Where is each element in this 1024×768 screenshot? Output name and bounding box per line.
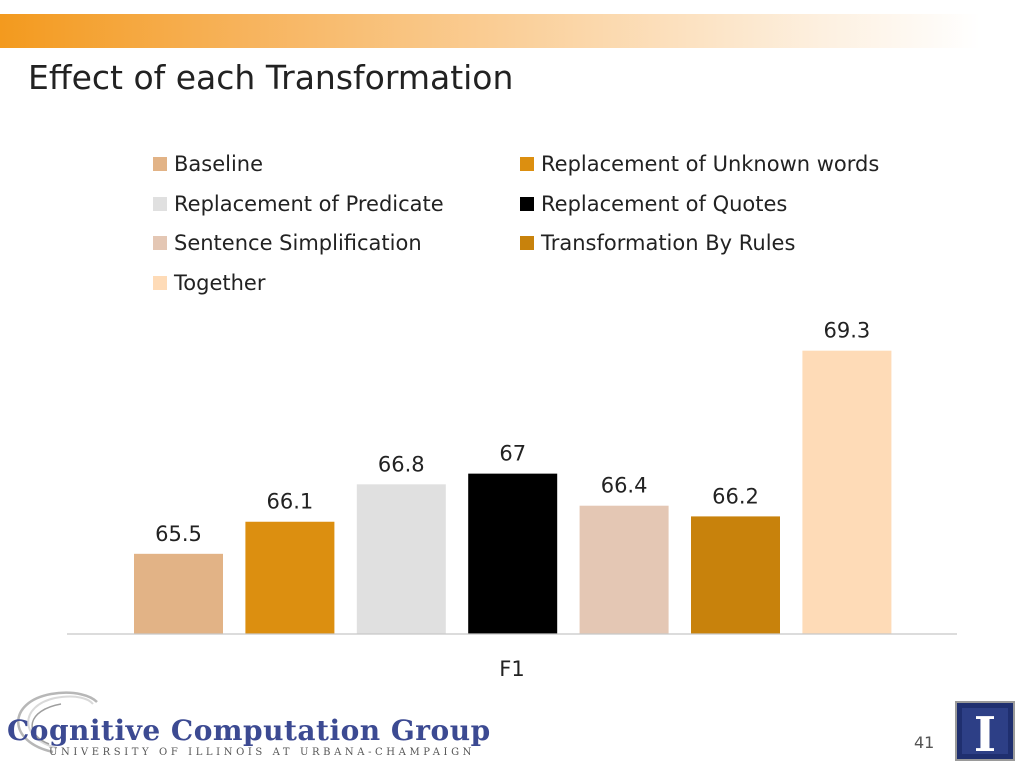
legend-swatch (153, 276, 167, 290)
bar-value-label-3: 66.8 (378, 452, 425, 476)
bar-value-label-2: 66.1 (267, 490, 314, 514)
legend-swatch (520, 197, 534, 211)
legend-label: Baseline (174, 152, 264, 176)
slide-title: Effect of each Transformation (28, 58, 514, 97)
bar-value-label-5: 66.4 (601, 474, 648, 498)
bar-value-label-7: 69.3 (824, 319, 871, 343)
legend-item-quotes: Replacement of Quotes (520, 192, 787, 216)
legend-item-simplification: Sentence Simplification (153, 231, 422, 255)
page-number: 41 (914, 733, 935, 752)
legend-swatch (520, 157, 534, 171)
bar-value-label-6: 66.2 (712, 484, 759, 508)
bar-value-label-1: 65.5 (155, 522, 202, 546)
block-i-letter: I (974, 707, 996, 763)
legend-swatch (153, 157, 167, 171)
legend-label: Replacement of Unknown words (541, 152, 880, 176)
bar-5 (579, 505, 669, 634)
legend-swatch (153, 197, 167, 211)
legend-swatch (153, 236, 167, 250)
legend-item-predicate: Replacement of Predicate (153, 192, 444, 216)
data-labels-layer: 65.5 66.1 66.8 67 66.4 66.2 69.3 (155, 319, 870, 546)
cognitive-computation-group-logo: Cognitive Computation Group UNIVERSITY O… (7, 691, 491, 758)
x-axis-category-label: F1 (499, 657, 524, 681)
bar-6 (691, 516, 780, 634)
bar-3 (356, 484, 446, 634)
bar-2 (245, 521, 335, 634)
legend-item-together: Together (153, 271, 265, 295)
legend-swatch (520, 236, 534, 250)
header-accent-bar (0, 14, 980, 48)
bar-4 (468, 473, 558, 634)
legend-item-unknown-words: Replacement of Unknown words (520, 152, 879, 176)
legend-item-baseline: Baseline (153, 152, 263, 176)
university-block-i-logo: I (955, 701, 1015, 763)
chart-legend: Baseline Replacement of Unknown words Re… (0, 0, 1024, 300)
bar-7 (802, 350, 892, 634)
logo-wordmark: Cognitive Computation Group (7, 714, 491, 747)
bar-chart: 65.5 66.1 66.8 67 66.4 66.2 69.3 F1 (67, 319, 957, 681)
bar-value-label-4: 67 (499, 442, 526, 466)
legend-label: Replacement of Quotes (541, 192, 788, 216)
legend-label: Together (174, 271, 266, 295)
bar-1 (134, 553, 223, 634)
legend-label: Transformation By Rules (541, 231, 796, 255)
bars-layer (134, 350, 892, 634)
legend-label: Replacement of Predicate (174, 192, 444, 216)
legend-label: Sentence Simplification (174, 231, 422, 255)
legend-item-rules: Transformation By Rules (520, 231, 795, 255)
logo-subtext: UNIVERSITY OF ILLINOIS AT URBANA-CHAMPAI… (49, 747, 475, 758)
